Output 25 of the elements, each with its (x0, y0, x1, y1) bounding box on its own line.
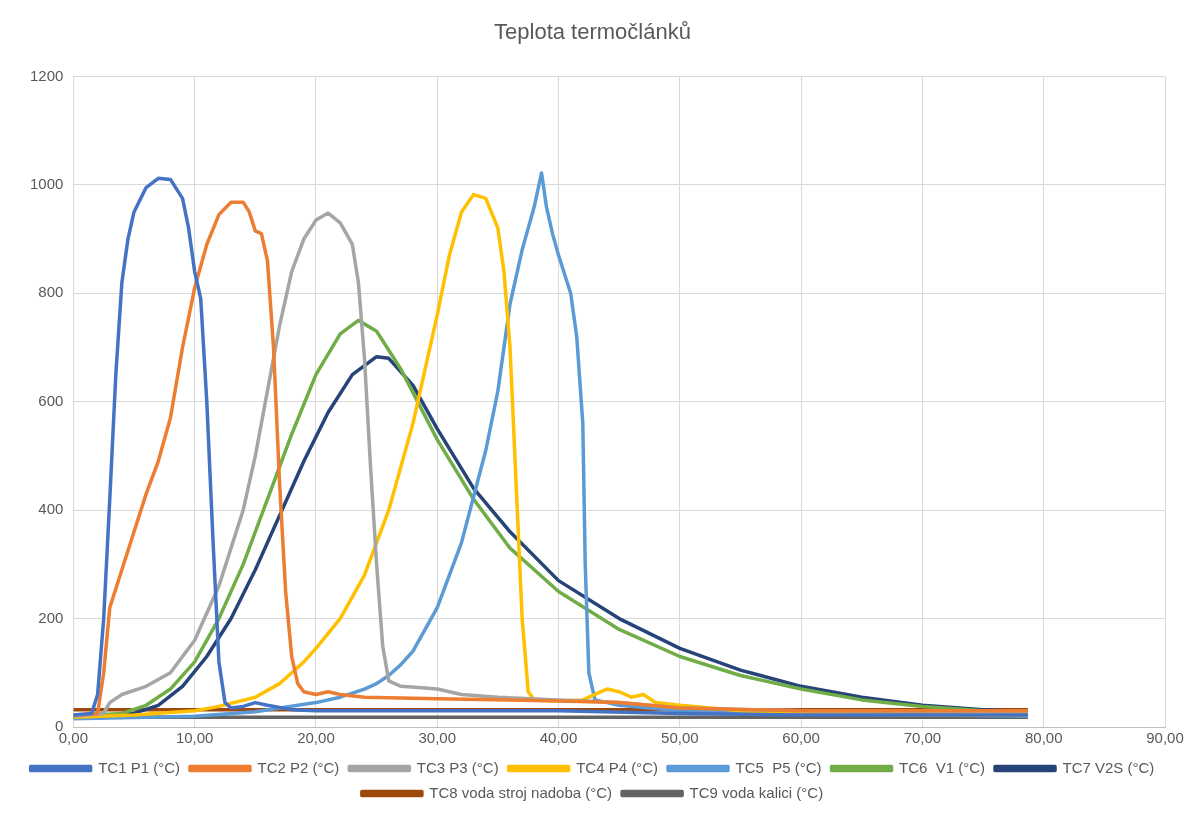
x-tick-label: 30,00 (418, 729, 457, 747)
legend-label: TC7 V2S (°C) (1062, 758, 1155, 776)
legend-label: TC8 voda stroj nadoba (°C) (429, 783, 613, 801)
legend-label: TC3 P3 (°C) (416, 758, 499, 776)
y-tick-label: 200 (38, 608, 64, 626)
x-tick-label: 80,00 (1024, 729, 1063, 747)
x-tick-label: 50,00 (661, 729, 699, 747)
chart-title: Teplota termočlánků (494, 19, 691, 45)
y-tick-label: 400 (38, 500, 64, 518)
x-tick-label: 10,00 (175, 729, 214, 747)
x-tick-label: 90,00 (1146, 729, 1184, 747)
x-tick-label: 70,00 (903, 729, 942, 747)
x-tick-label: 40,00 (539, 729, 578, 747)
x-tick-label: 60,00 (782, 729, 820, 747)
y-tick-label: 1200 (29, 66, 64, 84)
legend-label: TC5 P5 (°C) (735, 758, 822, 776)
y-tick-label: 1000 (29, 174, 64, 192)
y-tick-label: 800 (38, 283, 64, 301)
x-tick-label: 20,00 (297, 729, 335, 747)
y-tick-label: 600 (38, 391, 64, 409)
legend-label: TC2 P2 (°C) (257, 758, 340, 776)
legend-label: TC1 P1 (°C) (98, 758, 180, 776)
legend-label: TC6 V1 (°C) (899, 758, 986, 776)
legend-label: TC9 voda kalici (°C) (689, 783, 824, 801)
legend-label: TC4 P4 (°C) (576, 758, 659, 776)
